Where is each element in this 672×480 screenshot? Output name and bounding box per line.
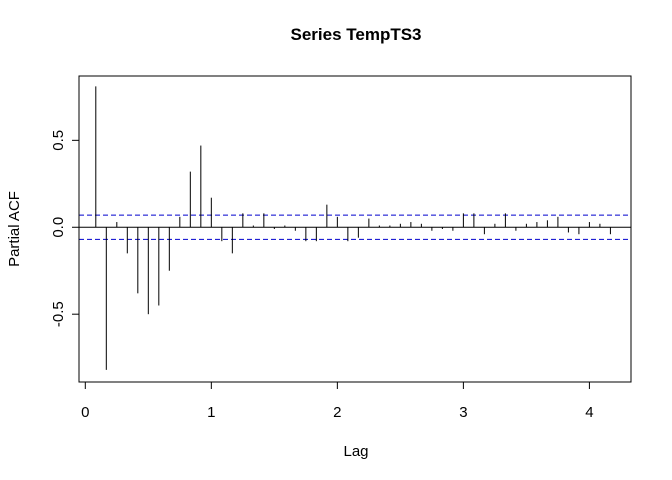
plot-frame: [78, 75, 632, 383]
y-tick-label: 0.0: [50, 217, 67, 238]
x-tick-label: 2: [333, 404, 341, 421]
x-tick-label: 4: [585, 404, 593, 421]
y-tick-label: 0.5: [50, 130, 67, 151]
x-tick-label: 0: [81, 404, 89, 421]
y-axis-label: Partial ACF: [6, 191, 23, 267]
confidence-bounds: [79, 214, 631, 240]
y-tick-label: -0.5: [50, 301, 67, 327]
chart-title: Series TempTS3: [290, 25, 421, 44]
y-axis: -0.5 0.0 0.5: [50, 130, 80, 327]
pacf-bars: [95, 86, 611, 370]
x-axis-label: Lag: [343, 443, 368, 460]
x-tick-label: 1: [207, 404, 215, 421]
x-tick-label: 3: [459, 404, 467, 421]
x-axis: 0 1 2 3 4: [81, 381, 594, 421]
